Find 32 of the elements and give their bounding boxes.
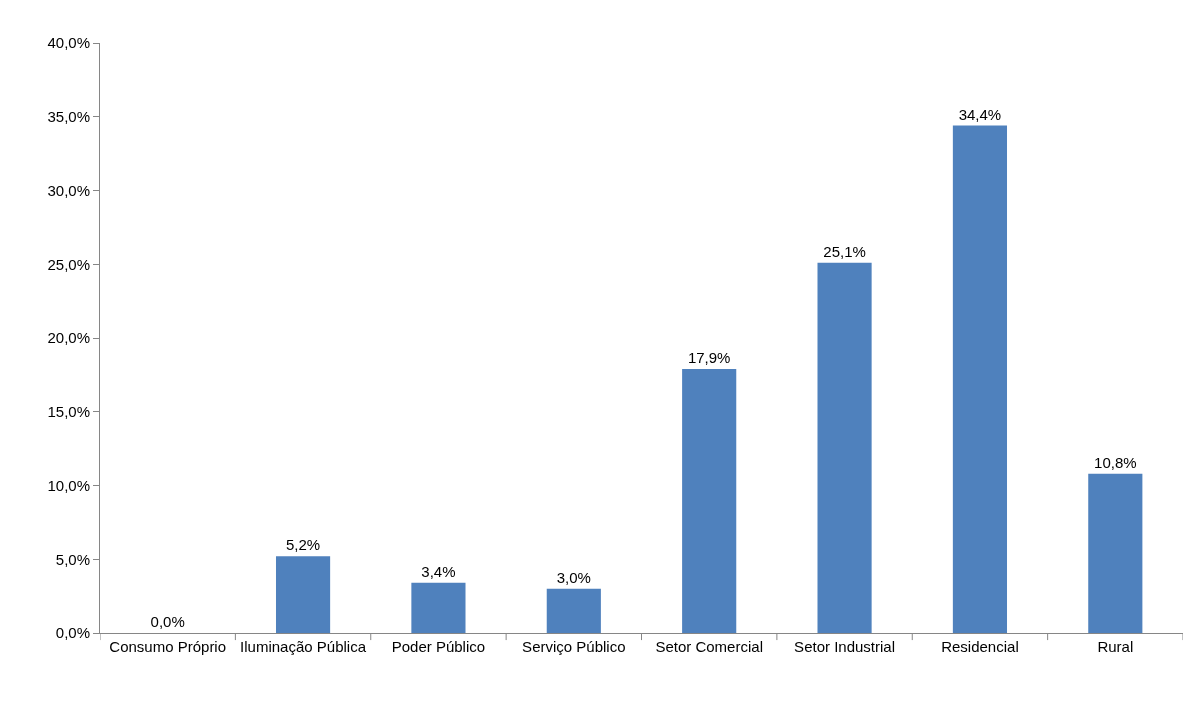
bar	[952, 125, 1008, 633]
y-tick-label: 15,0%	[47, 403, 90, 420]
data-label: 34,4%	[958, 105, 1002, 123]
y-tick-label: 40,0%	[47, 34, 90, 52]
y-tick-label: 30,0%	[47, 181, 90, 199]
x-tick-label: Setor Comercial	[655, 638, 763, 655]
y-tick-label: 10,0%	[47, 476, 90, 494]
data-label: 17,9%	[687, 348, 731, 366]
y-tick-label: 25,0%	[47, 255, 90, 273]
bar	[411, 582, 466, 633]
x-tick-label: Poder Público	[391, 638, 486, 655]
y-tick-label: 35,0%	[47, 108, 90, 125]
data-label: 3,0%	[556, 568, 591, 586]
bar	[1088, 473, 1143, 633]
bar	[275, 556, 331, 633]
data-label: 10,8%	[1094, 453, 1137, 471]
x-tick-label: Consumo Próprio	[109, 638, 227, 655]
x-tick-label: Serviço Público	[522, 638, 626, 655]
x-tick-label: Rural	[1097, 638, 1134, 655]
data-label: 25,1%	[823, 242, 866, 260]
bar	[682, 368, 737, 633]
data-label: 5,2%	[285, 536, 321, 554]
y-tick-label: 5,0%	[55, 550, 90, 568]
bar	[546, 588, 601, 633]
x-tick-label: Setor Industrial	[794, 638, 896, 655]
data-label: 0,0%	[150, 613, 185, 630]
y-tick-label: 20,0%	[47, 329, 90, 347]
data-label: 3,4%	[421, 562, 456, 580]
bar	[817, 262, 872, 633]
y-tick-label: 0,0%	[55, 624, 90, 642]
x-tick-label: Residencial	[941, 638, 1019, 655]
x-tick-label: Iluminação Pública	[240, 638, 367, 655]
